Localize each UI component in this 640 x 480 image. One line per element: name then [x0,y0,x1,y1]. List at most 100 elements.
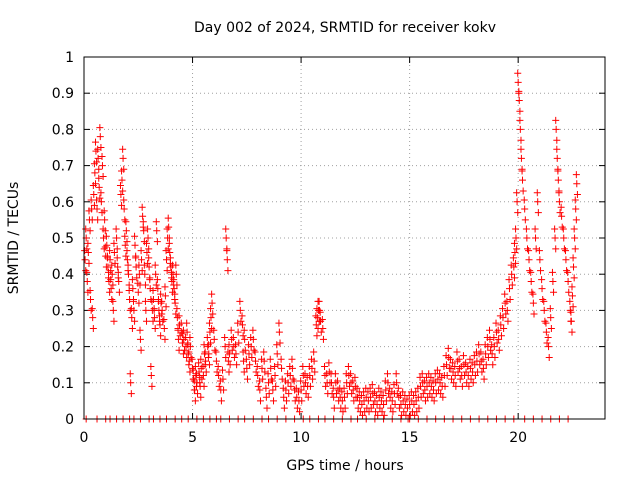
y-tick-label: 0.3 [52,303,74,319]
data-point [212,357,220,365]
data-point [311,368,319,376]
x-axis-label: GPS time / hours [286,458,403,474]
data-point [413,408,421,416]
data-point [251,348,259,356]
data-point [214,363,222,371]
data-point [179,326,187,334]
data-point [284,379,292,387]
data-point [236,306,244,314]
data-point [298,397,306,405]
data-point [378,408,386,416]
data-point [443,372,451,380]
data-point [410,391,418,399]
data-point [403,395,411,403]
data-point [164,245,172,253]
data-point [111,259,119,267]
data-point [559,225,567,233]
data-point [523,234,531,242]
data-point [308,364,316,372]
data-point [230,353,238,361]
data-point [386,384,394,392]
data-point [241,335,249,343]
data-point [334,377,342,385]
y-tick-label: 0.7 [52,159,74,175]
data-point [495,346,503,354]
data-point [517,136,525,144]
data-point [207,314,215,322]
data-point [94,145,102,153]
data-point [301,370,309,378]
data-point [552,116,560,124]
data-point [95,165,103,173]
data-point [256,397,264,405]
data-point [547,314,555,322]
data-point [460,361,468,369]
data-point [269,386,277,394]
data-point [234,328,242,336]
data-point [542,328,550,336]
data-point [553,154,561,162]
x-tick-label: 20 [509,430,527,446]
data-point [501,299,509,307]
data-point [113,245,121,253]
data-point [354,404,362,412]
data-point [447,364,455,372]
data-point [98,162,106,170]
data-point [341,393,348,401]
data-point [348,390,356,398]
data-point [317,317,325,325]
data-point [560,234,568,242]
data-point [331,370,339,378]
data-point [170,285,178,293]
data-point [165,223,173,231]
data-point [562,256,570,264]
data-point [479,355,487,363]
data-point [93,196,101,204]
data-point [364,397,372,405]
data-point [306,372,314,380]
data-point [513,189,521,197]
data-point [108,270,116,278]
data-point [239,332,247,340]
data-point [188,355,196,363]
data-point [571,234,579,242]
data-point [167,263,175,271]
data-point [340,384,348,392]
data-point [91,169,99,177]
data-point [129,297,137,305]
data-point [544,334,552,342]
data-point [509,254,517,262]
data-point [262,384,270,392]
data-point [322,382,330,390]
data-point [462,359,470,367]
data-point [310,357,318,365]
data-point [250,346,258,354]
data-point [96,133,104,141]
data-point [86,286,94,294]
data-point [224,357,232,365]
data-point [444,344,452,352]
data-point [95,183,103,191]
data-point [222,225,230,233]
data-point [152,270,160,278]
data-point [268,377,276,385]
data-point [515,96,523,104]
data-point [499,314,507,322]
data-point [148,382,156,390]
data-point [81,256,89,264]
data-point [119,145,127,153]
data-point [565,288,573,296]
data-point [223,256,231,264]
data-point [195,368,203,376]
data-point [240,368,248,376]
data-point [263,404,271,412]
data-point [183,319,191,327]
data-point [291,386,299,394]
data-point [500,325,508,332]
data-point [106,247,114,255]
data-point [92,147,100,155]
data-point [345,382,353,390]
data-point [232,350,240,358]
data-point [316,306,324,314]
data-point [110,248,118,256]
